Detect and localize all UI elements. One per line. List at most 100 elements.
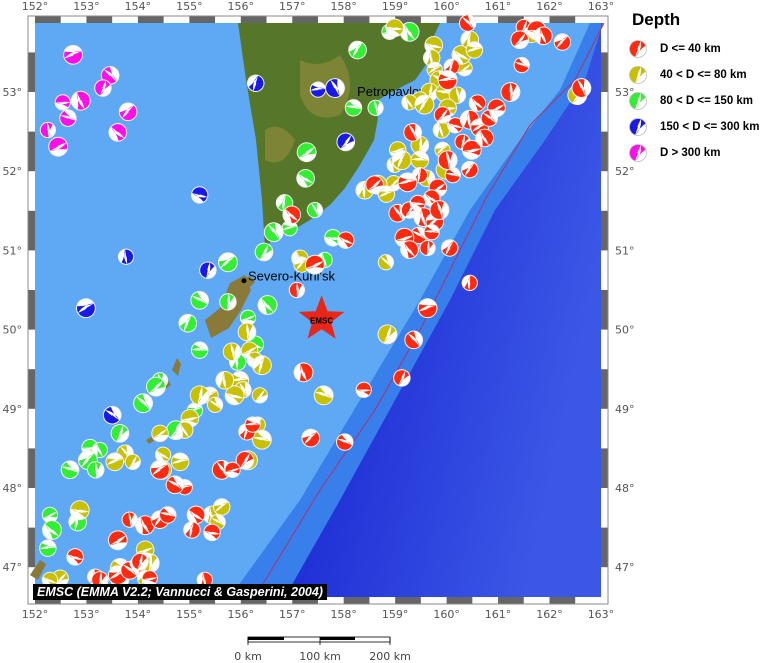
lat-label-left: 53° xyxy=(3,86,23,99)
beachball-icon xyxy=(628,117,648,137)
lon-label-top: 153° xyxy=(73,0,100,13)
legend-ball xyxy=(628,91,648,111)
lat-label-right: 52° xyxy=(615,165,635,178)
lon-label-bottom: 161° xyxy=(485,608,512,621)
focal-mechanism-red xyxy=(501,83,520,102)
beachball-icon xyxy=(628,91,648,111)
focal-mechanism-green xyxy=(219,293,237,311)
frame-band-bottom xyxy=(550,597,576,604)
frame-band-right xyxy=(601,369,608,409)
legend-label: D <= 40 km xyxy=(660,43,721,55)
lon-label-top: 161° xyxy=(485,0,512,13)
scale-bar xyxy=(248,637,390,645)
scale-label-200: 200 km xyxy=(369,650,411,663)
frame-band-left xyxy=(28,369,35,409)
lon-label-bottom: 156° xyxy=(228,608,255,621)
focal-mechanism-red xyxy=(462,275,478,291)
frame-band-bottom xyxy=(395,597,421,604)
lon-label-top: 162° xyxy=(536,0,563,13)
frame-band-left xyxy=(28,448,35,488)
frame-band-right xyxy=(601,132,608,172)
frame-band-right xyxy=(601,211,608,251)
lon-label-top: 159° xyxy=(382,0,409,13)
focal-mechanism-red xyxy=(356,382,372,398)
legend-item-yellow: 40 < D <= 80 km xyxy=(628,62,766,88)
lon-label-bottom: 158° xyxy=(330,608,357,621)
legend-title: Depth xyxy=(632,10,766,30)
lon-label-bottom: 152° xyxy=(22,608,49,621)
depth-legend: Depth D <= 40 km 40 < D <= 80 km 80 < D <=… xyxy=(628,10,766,166)
focal-mechanism-yellow xyxy=(238,323,256,341)
lon-label-top: 157° xyxy=(279,0,306,13)
lon-label-top: 155° xyxy=(176,0,203,13)
legend-label: 80 < D <= 150 km xyxy=(660,95,753,107)
legend-item-magenta: D > 300 km xyxy=(628,140,766,166)
legend-ball xyxy=(628,143,648,163)
lon-label-top: 152° xyxy=(22,0,49,13)
lat-label-left: 51° xyxy=(3,244,23,257)
beachball-icon xyxy=(628,39,648,59)
legend-item-red: D <= 40 km xyxy=(628,36,766,62)
frame-band-top xyxy=(292,16,318,23)
lon-label-top: 160° xyxy=(433,0,460,13)
lat-label-left: 48° xyxy=(3,482,23,495)
town-marker xyxy=(241,278,246,283)
lon-label-bottom: 160° xyxy=(433,608,460,621)
lon-label-bottom: 153° xyxy=(73,608,100,621)
focal-mechanism-green xyxy=(191,342,208,359)
lat-label-left: 52° xyxy=(3,165,23,178)
legend-ball xyxy=(628,65,648,85)
beachball-icon xyxy=(628,65,648,85)
focal-mechanism-yellow xyxy=(411,151,430,170)
focal-mechanism-red xyxy=(289,283,304,298)
lon-label-top: 156° xyxy=(228,0,255,13)
scale-bar-segment xyxy=(248,637,284,640)
lat-label-left: 47° xyxy=(3,561,23,574)
legend-item-blue: 150 < D <= 300 km xyxy=(628,114,766,140)
lon-label-bottom: 162° xyxy=(536,608,563,621)
lon-label-bottom: 159° xyxy=(382,608,409,621)
lon-label-top: 158° xyxy=(330,0,357,13)
beachball-icon xyxy=(628,143,648,163)
credit-label: EMSC (EMMA V2.2; Vannucci & Gasperini, 2… xyxy=(33,584,327,600)
legend-label: D > 300 km xyxy=(660,147,720,159)
frame-band-left xyxy=(28,211,35,251)
legend-item-green: 80 < D <= 150 km xyxy=(628,88,766,114)
lat-label-left: 50° xyxy=(3,324,23,337)
frame-band-top xyxy=(189,16,215,23)
lat-label-right: 51° xyxy=(615,244,635,257)
lat-label-right: 49° xyxy=(615,403,635,416)
frame-band-left xyxy=(28,528,35,568)
focal-mechanism-red xyxy=(438,70,458,90)
frame-band-top xyxy=(35,16,61,23)
lon-label-bottom: 155° xyxy=(176,608,203,621)
scale-label-0: 0 km xyxy=(234,650,262,663)
lon-label-bottom: 157° xyxy=(279,608,306,621)
focal-mechanism-green xyxy=(87,461,104,478)
legend-label: 40 < D <= 80 km xyxy=(660,69,747,81)
lon-label-bottom: 163° xyxy=(588,608,615,621)
focal-mechanism-magenta xyxy=(40,122,56,138)
frame-band-top xyxy=(241,16,267,23)
focal-mechanism-red xyxy=(245,417,261,433)
frame-band-right xyxy=(601,52,608,92)
frame-band-bottom xyxy=(498,597,524,604)
frame-band-right xyxy=(601,290,608,330)
frame-band-right xyxy=(601,448,608,488)
frame-band-bottom xyxy=(447,597,473,604)
lat-label-right: 48° xyxy=(615,482,635,495)
frame-band-top xyxy=(138,16,164,23)
frame-band-left xyxy=(28,132,35,172)
legend-ball xyxy=(628,117,648,137)
frame-band-left xyxy=(28,290,35,330)
lon-label-top: 163° xyxy=(588,0,615,13)
frame-band-top xyxy=(344,16,370,23)
frame-band-left xyxy=(28,52,35,92)
epicenter-label: EMSC xyxy=(310,316,333,325)
scale-label-100: 100 km xyxy=(299,650,341,663)
scale-bar-segment xyxy=(320,637,355,640)
frame-band-top xyxy=(86,16,112,23)
legend-label: 150 < D <= 300 km xyxy=(660,121,759,133)
lat-label-right: 47° xyxy=(615,561,635,574)
lon-label-top: 154° xyxy=(125,0,152,13)
